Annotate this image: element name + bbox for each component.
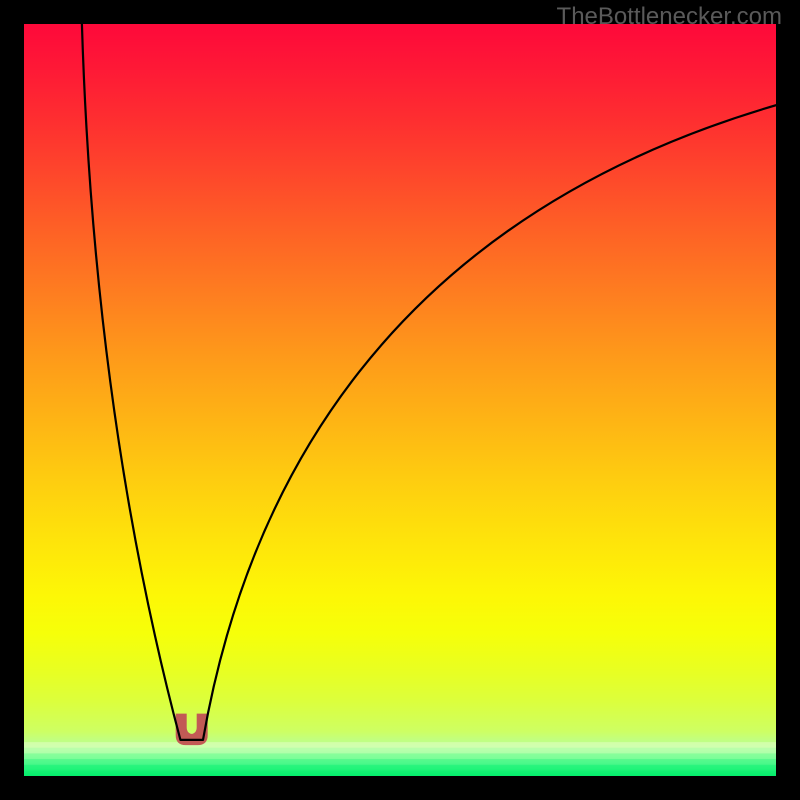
curve-svg (0, 0, 800, 800)
bottleneck-curve (82, 24, 776, 740)
chart-stage: TheBottlenecker.com (0, 0, 800, 800)
